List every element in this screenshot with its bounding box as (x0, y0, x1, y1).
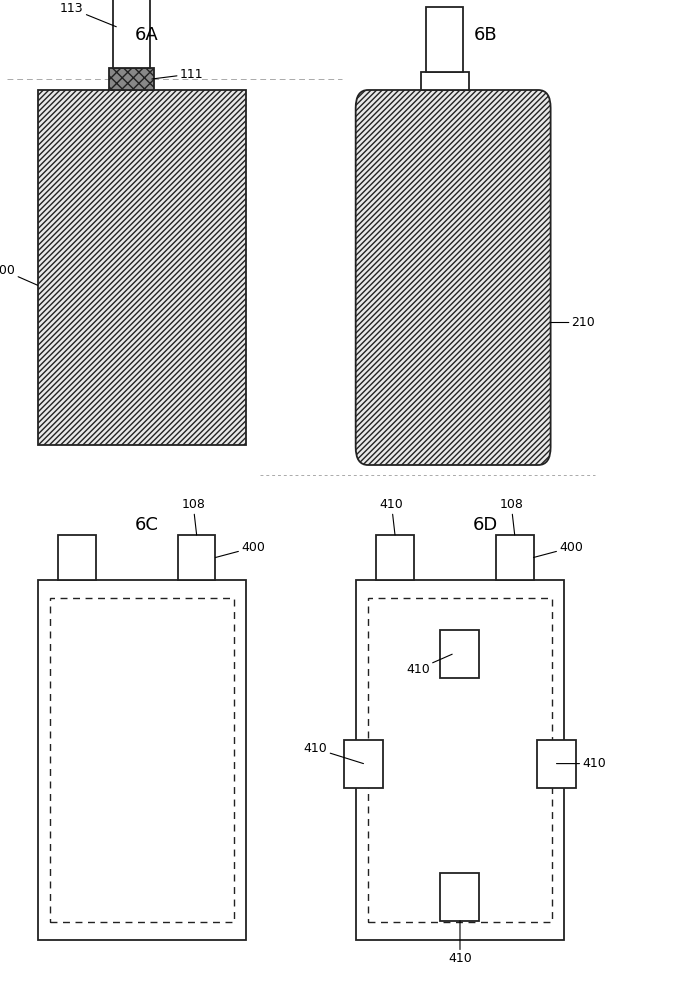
Text: 400: 400 (215, 541, 265, 558)
Text: 410: 410 (448, 921, 472, 965)
Text: 6D: 6D (473, 516, 498, 534)
Bar (58, 535, 96, 580)
Text: 400: 400 (534, 541, 583, 558)
Bar (537, 740, 576, 788)
Bar (38, 580, 246, 940)
Text: 410: 410 (380, 498, 404, 535)
Text: 6B: 6B (474, 26, 497, 44)
Bar (109, 68, 154, 90)
Bar (50, 598, 234, 922)
Bar (421, 72, 469, 90)
Text: 410: 410 (406, 654, 452, 676)
Bar (113, 0, 150, 68)
Text: 210: 210 (551, 316, 595, 329)
FancyBboxPatch shape (356, 90, 551, 465)
Text: 113: 113 (60, 2, 116, 27)
Text: 108: 108 (181, 498, 205, 535)
Bar (496, 535, 534, 580)
Bar (376, 535, 414, 580)
Text: 100: 100 (0, 264, 38, 285)
Bar (356, 580, 564, 940)
Text: 410: 410 (304, 742, 363, 764)
Text: 108: 108 (499, 498, 523, 535)
Text: 102: 102 (0, 999, 1, 1000)
Bar (440, 873, 479, 921)
Text: 6C: 6C (135, 516, 159, 534)
Text: 410: 410 (557, 757, 606, 770)
Bar (178, 535, 215, 580)
Bar (440, 630, 479, 678)
Text: 6A: 6A (135, 26, 159, 44)
Bar (368, 598, 552, 922)
Bar (38, 90, 246, 445)
Bar (425, 7, 463, 72)
Text: 111: 111 (152, 68, 203, 81)
Bar (344, 740, 383, 788)
